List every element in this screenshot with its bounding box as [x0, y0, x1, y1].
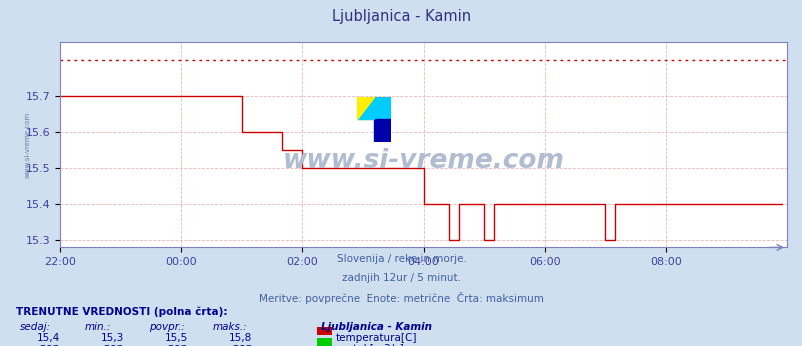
Bar [357, 97, 374, 119]
Text: -nan: -nan [229, 343, 253, 346]
Text: 15,4: 15,4 [37, 333, 59, 343]
Text: Ljubljanica - Kamin: Ljubljanica - Kamin [331, 9, 471, 24]
Text: 15,3: 15,3 [101, 333, 124, 343]
Polygon shape [357, 97, 374, 119]
Text: 15,5: 15,5 [165, 333, 188, 343]
Text: min.:: min.: [84, 322, 111, 333]
Text: TRENUTNE VREDNOSTI (polna črta):: TRENUTNE VREDNOSTI (polna črta): [16, 306, 227, 317]
Text: Ljubljanica - Kamin: Ljubljanica - Kamin [321, 322, 431, 333]
Bar [374, 97, 391, 119]
Text: sedaj:: sedaj: [20, 322, 51, 333]
Text: -nan: -nan [164, 343, 188, 346]
Text: www.si-vreme.com: www.si-vreme.com [25, 111, 30, 177]
Text: -nan: -nan [36, 343, 60, 346]
Text: zadnjih 12ur / 5 minut.: zadnjih 12ur / 5 minut. [342, 273, 460, 283]
Text: pretok[m3/s]: pretok[m3/s] [335, 344, 403, 346]
Text: Slovenija / reke in morje.: Slovenija / reke in morje. [336, 254, 466, 264]
Text: 15,8: 15,8 [229, 333, 252, 343]
Text: povpr.:: povpr.: [148, 322, 184, 333]
Polygon shape [357, 97, 374, 119]
Text: maks.:: maks.: [213, 322, 247, 333]
Text: www.si-vreme.com: www.si-vreme.com [282, 148, 564, 174]
Text: -nan: -nan [100, 343, 124, 346]
Text: Meritve: povprečne  Enote: metrične  Črta: maksimum: Meritve: povprečne Enote: metrične Črta:… [259, 292, 543, 304]
Text: temperatura[C]: temperatura[C] [335, 333, 416, 343]
Bar [374, 119, 391, 142]
